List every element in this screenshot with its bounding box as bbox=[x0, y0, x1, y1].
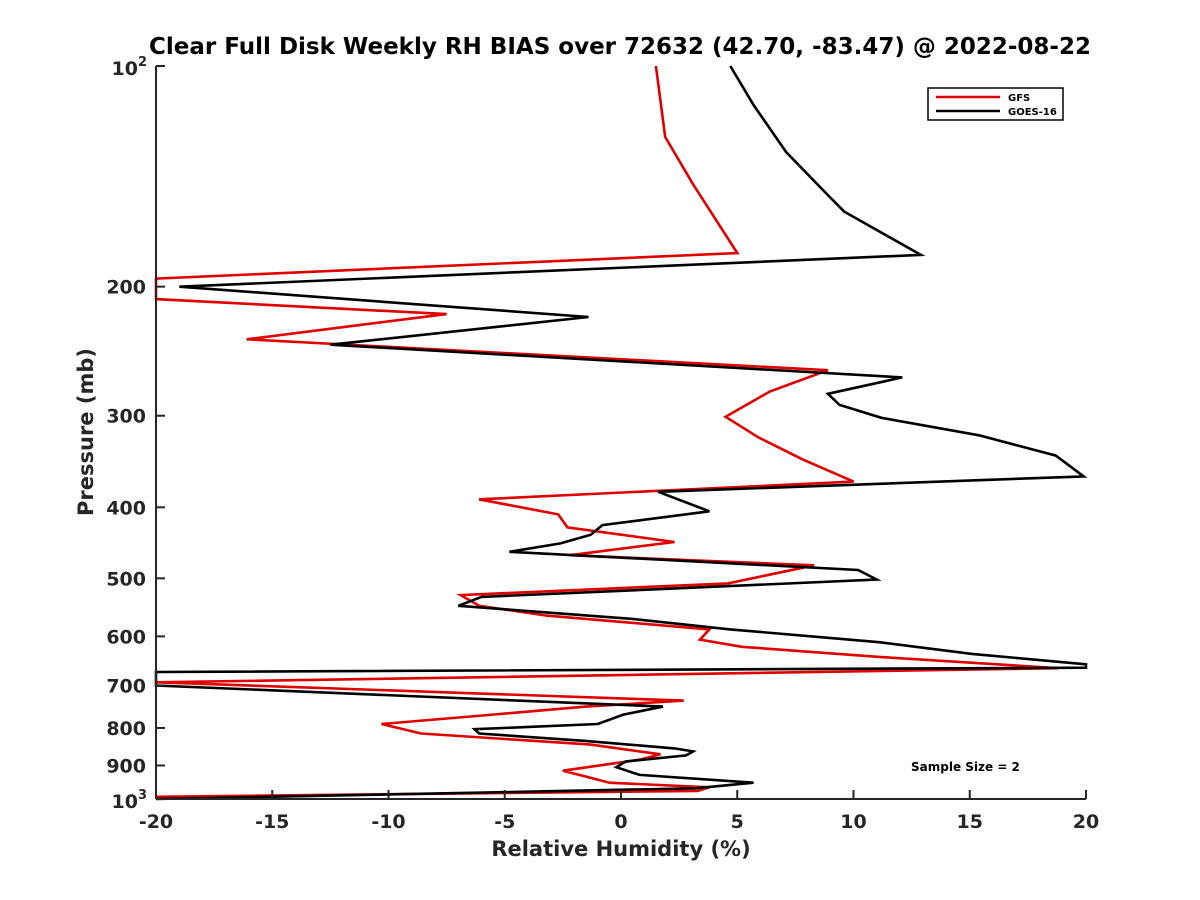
y-tick-label: 200 bbox=[106, 277, 146, 299]
x-axis-label: Relative Humidity (%) bbox=[491, 837, 750, 861]
y-tick-label: 102 bbox=[112, 55, 148, 80]
x-tick-label: 10 bbox=[840, 811, 866, 833]
y-tick-label: 600 bbox=[106, 626, 146, 648]
x-ticks: -20 -15 -10 -5 0 5 10 15 20 bbox=[139, 790, 1099, 833]
legend: GFS GOES-16 bbox=[927, 87, 1064, 121]
series-layer bbox=[154, 65, 1088, 801]
x-tick-label: 0 bbox=[614, 811, 627, 833]
plot-area: -20 -15 -10 -5 0 5 10 15 20 102 200 300 400 500 600 70… bbox=[106, 55, 1099, 833]
y-ticks: 102 200 300 400 500 600 700 800 900 103 bbox=[106, 55, 165, 813]
x-tick-label: -15 bbox=[255, 811, 289, 833]
x-tick-label: 20 bbox=[1073, 811, 1099, 833]
y-tick-label: 300 bbox=[106, 406, 146, 428]
y-tick-label: 400 bbox=[106, 497, 146, 519]
y-tick-label: 700 bbox=[106, 675, 146, 697]
x-tick-label: -5 bbox=[494, 811, 515, 833]
legend-box bbox=[927, 87, 1064, 121]
series-line-gfs bbox=[154, 65, 1059, 799]
y-axis-label: Pressure (mb) bbox=[74, 348, 98, 516]
y-tick-label: 103 bbox=[112, 788, 148, 813]
x-tick-label: -20 bbox=[139, 811, 173, 833]
series-line-goes16 bbox=[154, 65, 1088, 801]
legend-label-goes16: GOES-16 bbox=[1008, 107, 1057, 118]
legend-label-gfs: GFS bbox=[1008, 93, 1030, 104]
x-tick-label: -10 bbox=[371, 811, 405, 833]
y-tick-label: 500 bbox=[106, 568, 146, 590]
x-tick-label: 15 bbox=[957, 811, 983, 833]
x-tick-label: 5 bbox=[731, 811, 744, 833]
y-tick-label: 900 bbox=[106, 755, 146, 777]
chart-title: Clear Full Disk Weekly RH BIAS over 7263… bbox=[149, 34, 1091, 60]
sample-size-annotation: Sample Size = 2 bbox=[911, 760, 1020, 774]
y-tick-label: 800 bbox=[106, 718, 146, 740]
axes-frame bbox=[156, 66, 1086, 799]
